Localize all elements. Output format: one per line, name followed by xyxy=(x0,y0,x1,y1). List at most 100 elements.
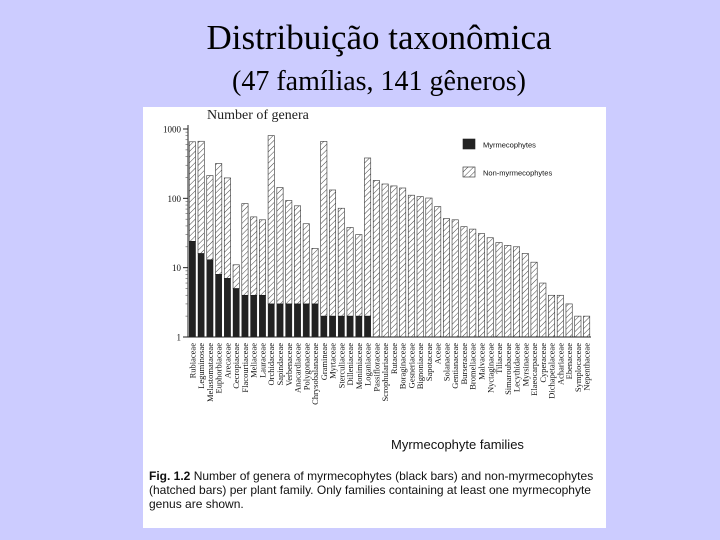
x-tick-label-18: Dilleniaceae xyxy=(345,343,355,386)
bar-non-myrmecophytes-29 xyxy=(442,218,450,338)
caption-text: Number of genera of myrmecophytes (black… xyxy=(149,469,594,511)
bar-non-myrmecophytes-42 xyxy=(556,294,564,338)
bar-non-myrmecophytes-19 xyxy=(355,234,363,317)
x-tick-label-16: Myrtaceae xyxy=(328,343,338,379)
x-tick-label-7: Meliaceae xyxy=(249,343,259,378)
x-tick-label-35: Tiliaceae xyxy=(494,343,504,374)
y-tick-label-1: 10 xyxy=(172,263,182,273)
bar-myrmecophytes-15 xyxy=(320,315,328,338)
bar-non-myrmecophytes-14 xyxy=(311,248,319,305)
x-tick-label-1: Leguminosae xyxy=(196,343,206,389)
bar-non-myrmecophytes-3 xyxy=(215,163,223,275)
x-tick-label-36: Simaroubaceae xyxy=(503,343,513,395)
legend-swatch-0 xyxy=(462,138,476,150)
bar-non-myrmecophytes-11 xyxy=(285,200,293,305)
bar-non-myrmecophytes-2 xyxy=(206,175,214,261)
bar-myrmecophytes-11 xyxy=(285,303,293,338)
bar-myrmecophytes-10 xyxy=(276,303,284,338)
bar-non-myrmecophytes-44 xyxy=(574,315,582,338)
bar-non-myrmecophytes-27 xyxy=(425,197,433,338)
figure-panel: Number of genera Myrmecophyte families R… xyxy=(143,107,606,528)
x-tick-label-27: Sapotaceae xyxy=(424,343,434,381)
bar-non-myrmecophytes-12 xyxy=(294,205,301,305)
x-tick-label-21: Passifloraceae xyxy=(371,343,381,392)
x-axis-label: Myrmecophyte families xyxy=(391,437,524,452)
x-tick-label-10: Sapindaceae xyxy=(275,343,285,386)
bar-myrmecophytes-3 xyxy=(215,274,223,338)
x-tick-label-31: Burseraceae xyxy=(459,343,469,385)
bar-myrmecophytes-19 xyxy=(355,315,363,338)
bar-myrmecophytes-17 xyxy=(337,315,345,338)
x-tick-label-4: Arecaceae xyxy=(222,343,232,379)
bar-non-myrmecophytes-26 xyxy=(416,196,424,338)
bar-myrmecophytes-12 xyxy=(294,303,301,338)
x-tick-label-3: Euphorbiaceae xyxy=(214,343,224,394)
slide-subtitle: (47 famílias, 141 gêneros) xyxy=(232,66,526,97)
x-tick-label-14: Chrysobalanaceae xyxy=(310,343,320,405)
x-tick-label-42: Achariaceae xyxy=(555,343,565,385)
legend-swatch-1 xyxy=(462,166,476,178)
x-tick-label-34: Nyctaginaceae xyxy=(485,343,495,393)
x-tick-label-32: Bromeliaceae xyxy=(468,343,478,390)
x-tick-label-37: Lecythidaceae xyxy=(512,343,522,392)
bar-myrmecophytes-13 xyxy=(302,303,310,338)
bar-myrmecophytes-7 xyxy=(250,295,258,338)
bar-non-myrmecophytes-32 xyxy=(469,228,477,338)
bar-non-myrmecophytes-20 xyxy=(364,157,372,317)
bar-non-myrmecophytes-21 xyxy=(372,180,380,338)
y-tick-label-2: 100 xyxy=(168,194,182,204)
bar-non-myrmecophytes-45 xyxy=(583,315,591,338)
bar-non-myrmecophytes-39 xyxy=(530,261,538,338)
y-axis-label: Number of genera xyxy=(207,108,310,123)
x-tick-label-8: Lauraceae xyxy=(257,343,267,378)
x-tick-label-9: Orchidaceae xyxy=(266,343,276,386)
x-tick-label-22: Scrophulariaceae xyxy=(380,343,390,402)
x-tick-label-15: Gramineae xyxy=(319,343,329,381)
bar-myrmecophytes-18 xyxy=(346,315,354,338)
bar-non-myrmecophytes-6 xyxy=(241,203,249,296)
figure-caption: Fig. 1.2 Number of genera of myrmecophyt… xyxy=(149,469,601,511)
bar-non-myrmecophytes-25 xyxy=(407,194,415,338)
x-tick-label-23: Rutaceae xyxy=(389,343,399,374)
bar-non-myrmecophytes-18 xyxy=(346,227,354,317)
x-tick-label-39: Elaeocarpaceae xyxy=(529,343,539,396)
bar-non-myrmecophytes-0 xyxy=(188,141,196,242)
bar-myrmecophytes-16 xyxy=(329,315,336,338)
x-tick-label-40: Cyperaceae xyxy=(538,343,548,383)
x-tick-label-12: Anacardiaceae xyxy=(293,343,303,393)
bar-non-myrmecophytes-34 xyxy=(486,237,494,338)
bar-chart: Number of genera Myrmecophyte families R… xyxy=(163,108,592,452)
y-tick-label-0: 1 xyxy=(177,333,182,343)
bar-non-myrmecophytes-7 xyxy=(250,216,258,296)
bar-non-myrmecophytes-31 xyxy=(460,226,468,338)
bar-non-myrmecophytes-10 xyxy=(276,187,284,305)
bar-non-myrmecophytes-36 xyxy=(504,245,512,338)
bar-non-myrmecophytes-33 xyxy=(478,233,485,338)
x-tick-label-26: Bignoniaceae xyxy=(415,343,425,389)
bar-non-myrmecophytes-9 xyxy=(267,135,275,305)
bar-non-myrmecophytes-5 xyxy=(232,264,240,289)
x-tick-label-44: Symplocaceae xyxy=(573,343,583,392)
x-tick-label-45: Nepenthaceae xyxy=(582,343,592,391)
y-tick-label-3: 1000 xyxy=(163,125,182,135)
bar-non-myrmecophytes-16 xyxy=(329,189,337,317)
x-tick-label-38: Myrsinaceae xyxy=(520,343,530,387)
bar-myrmecophytes-6 xyxy=(241,295,249,338)
x-tick-label-5: Cecropiaceae xyxy=(231,343,241,389)
x-tick-label-19: Monimiaceae xyxy=(354,343,364,389)
bar-myrmecophytes-20 xyxy=(364,315,371,338)
bar-myrmecophytes-0 xyxy=(189,241,196,338)
bar-non-myrmecophytes-8 xyxy=(259,219,266,296)
bar-non-myrmecophytes-43 xyxy=(565,303,573,338)
x-tick-label-0: Rubiaceae xyxy=(187,343,197,379)
x-tick-label-6: Flacourtiaceae xyxy=(240,343,250,393)
bar-non-myrmecophytes-23 xyxy=(390,185,398,338)
x-tick-label-17: Sterculiaceae xyxy=(336,343,346,389)
x-tick-label-30: Gentianaceae xyxy=(450,343,460,389)
bar-non-myrmecophytes-35 xyxy=(495,242,503,338)
bar-non-myrmecophytes-41 xyxy=(548,294,556,338)
x-tick-label-25: Gesneriaceae xyxy=(406,343,416,389)
bar-myrmecophytes-2 xyxy=(206,259,214,338)
bar-non-myrmecophytes-4 xyxy=(223,177,231,279)
x-tick-label-29: Solanaceae xyxy=(441,343,451,381)
